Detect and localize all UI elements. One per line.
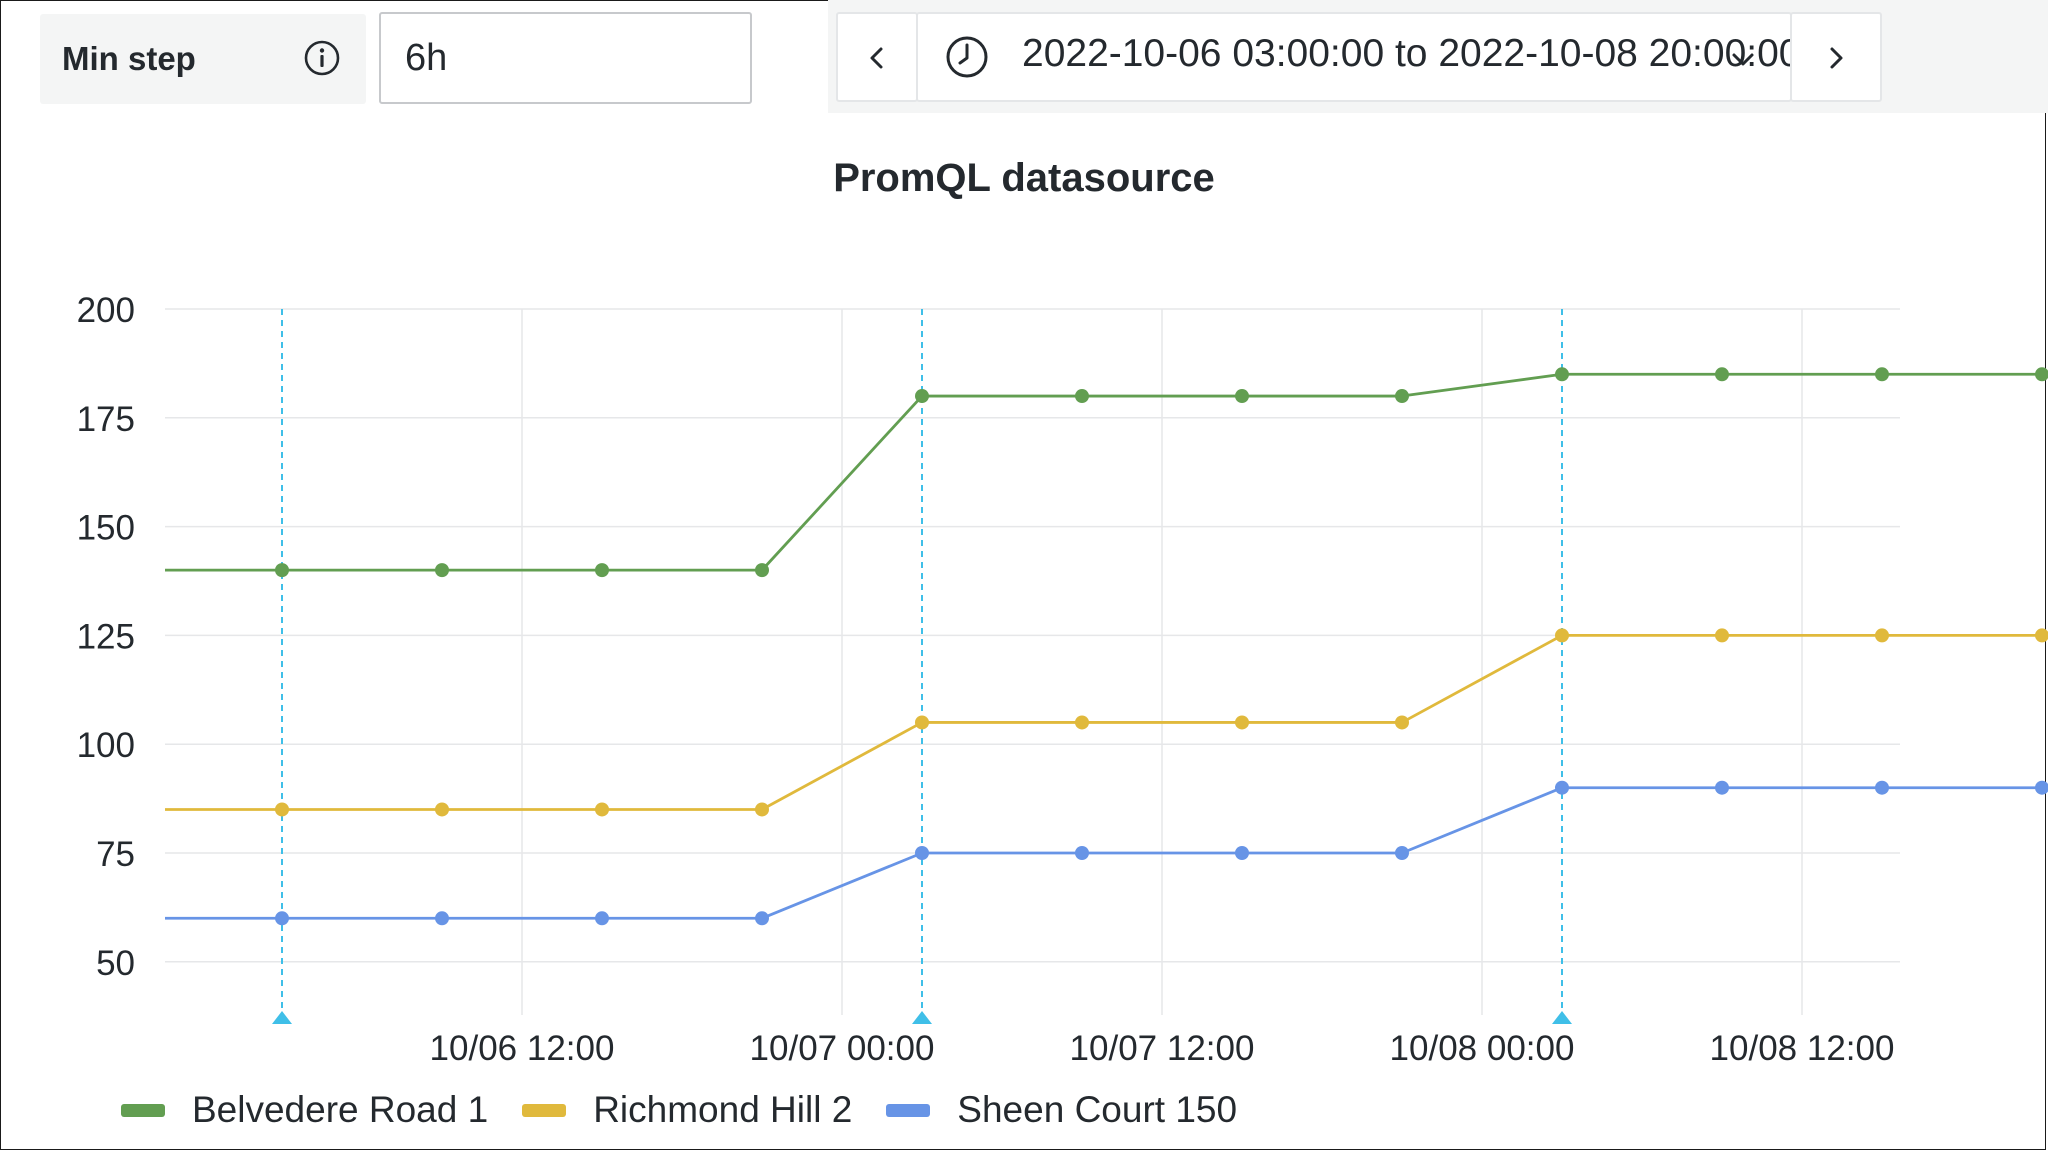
data-point[interactable] xyxy=(915,715,929,730)
min-step-input[interactable] xyxy=(379,12,752,104)
legend-swatch xyxy=(886,1103,931,1117)
time-range-button[interactable]: 2022-10-06 03:00:00 to 2022-10-08 20:00:… xyxy=(916,12,1800,102)
data-point[interactable] xyxy=(755,911,769,926)
clock-icon xyxy=(946,36,988,78)
data-point[interactable] xyxy=(1555,780,1569,795)
data-point[interactable] xyxy=(2035,780,2048,795)
time-picker: 2022-10-06 03:00:00 to 2022-10-08 20:00:… xyxy=(828,0,2048,113)
data-point[interactable] xyxy=(435,802,449,817)
legend-swatch xyxy=(522,1103,567,1117)
data-point[interactable] xyxy=(2035,628,2048,643)
legend-label: Belvedere Road 1 xyxy=(192,1089,489,1130)
min-step-label-text: Min step xyxy=(62,40,196,77)
data-point[interactable] xyxy=(275,911,289,926)
data-point[interactable] xyxy=(1235,715,1249,730)
annotation-marker[interactable] xyxy=(912,1011,932,1024)
data-point[interactable] xyxy=(1235,389,1249,404)
data-point[interactable] xyxy=(915,389,929,404)
chevron-down-icon xyxy=(1732,53,1754,66)
data-point[interactable] xyxy=(1075,846,1089,860)
data-point[interactable] xyxy=(1075,715,1089,730)
data-point[interactable] xyxy=(1235,846,1249,860)
data-point[interactable] xyxy=(595,911,609,926)
y-tick-label: 200 xyxy=(77,291,135,330)
data-point[interactable] xyxy=(915,846,929,860)
min-step-label: Min step xyxy=(40,14,366,104)
chevron-right-icon xyxy=(1830,47,1843,69)
series-line xyxy=(165,634,2042,811)
data-point[interactable] xyxy=(1715,628,1729,643)
data-point[interactable] xyxy=(435,911,449,926)
chevron-left-icon xyxy=(870,47,883,69)
data-point[interactable] xyxy=(2035,367,2048,382)
y-tick-label: 100 xyxy=(77,726,135,765)
data-point[interactable] xyxy=(1715,367,1729,382)
data-point[interactable] xyxy=(1875,780,1889,795)
data-point[interactable] xyxy=(755,802,769,817)
legend-item[interactable]: Belvedere Road 1 xyxy=(121,1089,488,1131)
x-tick-label: 10/07 00:00 xyxy=(750,1029,935,1068)
data-point[interactable] xyxy=(1075,389,1089,404)
annotation-marker[interactable] xyxy=(272,1011,292,1024)
legend-label: Richmond Hill 2 xyxy=(593,1089,853,1130)
y-tick-label: 75 xyxy=(96,835,135,874)
x-tick-label: 10/07 12:00 xyxy=(1070,1029,1255,1068)
data-point[interactable] xyxy=(595,802,609,817)
time-range-forward-button[interactable] xyxy=(1790,12,1882,102)
y-tick-label: 175 xyxy=(77,400,135,439)
data-point[interactable] xyxy=(435,563,449,578)
data-point[interactable] xyxy=(1555,628,1569,643)
x-tick-label: 10/08 12:00 xyxy=(1710,1029,1895,1068)
chart-legend: Belvedere Road 1 Richmond Hill 2 Sheen Cou… xyxy=(121,1085,1271,1135)
time-range-back-button[interactable] xyxy=(836,12,918,102)
data-point[interactable] xyxy=(1395,846,1409,860)
series-line xyxy=(165,372,2042,572)
y-tick-label: 150 xyxy=(77,509,135,548)
y-tick-label: 125 xyxy=(77,617,135,656)
data-point[interactable] xyxy=(275,563,289,578)
x-tick-label: 10/08 00:00 xyxy=(1390,1029,1575,1068)
chart-title: PromQL datasource xyxy=(833,156,1215,200)
data-point[interactable] xyxy=(275,802,289,817)
data-point[interactable] xyxy=(1875,628,1889,643)
time-range-text: 2022-10-06 03:00:00 to 2022-10-08 20:00:… xyxy=(1022,32,1801,75)
legend-swatch xyxy=(121,1103,165,1117)
data-point[interactable] xyxy=(1715,780,1729,795)
data-point[interactable] xyxy=(1395,389,1409,404)
y-tick-label: 50 xyxy=(96,944,135,983)
annotation-marker[interactable] xyxy=(1552,1011,1572,1024)
query-toolbar: Min step 2022-10-06 03:00:00 to 2022-10-… xyxy=(0,0,2048,115)
info-icon[interactable] xyxy=(303,39,341,77)
data-point[interactable] xyxy=(755,563,769,578)
legend-item[interactable]: Richmond Hill 2 xyxy=(522,1089,852,1131)
legend-item[interactable]: Sheen Court 150 xyxy=(886,1089,1237,1131)
data-point[interactable] xyxy=(1555,367,1569,382)
x-tick-label: 10/06 12:00 xyxy=(430,1029,615,1068)
data-point[interactable] xyxy=(595,563,609,578)
legend-label: Sheen Court 150 xyxy=(957,1089,1238,1130)
data-point[interactable] xyxy=(1875,367,1889,382)
data-point[interactable] xyxy=(1395,715,1409,730)
